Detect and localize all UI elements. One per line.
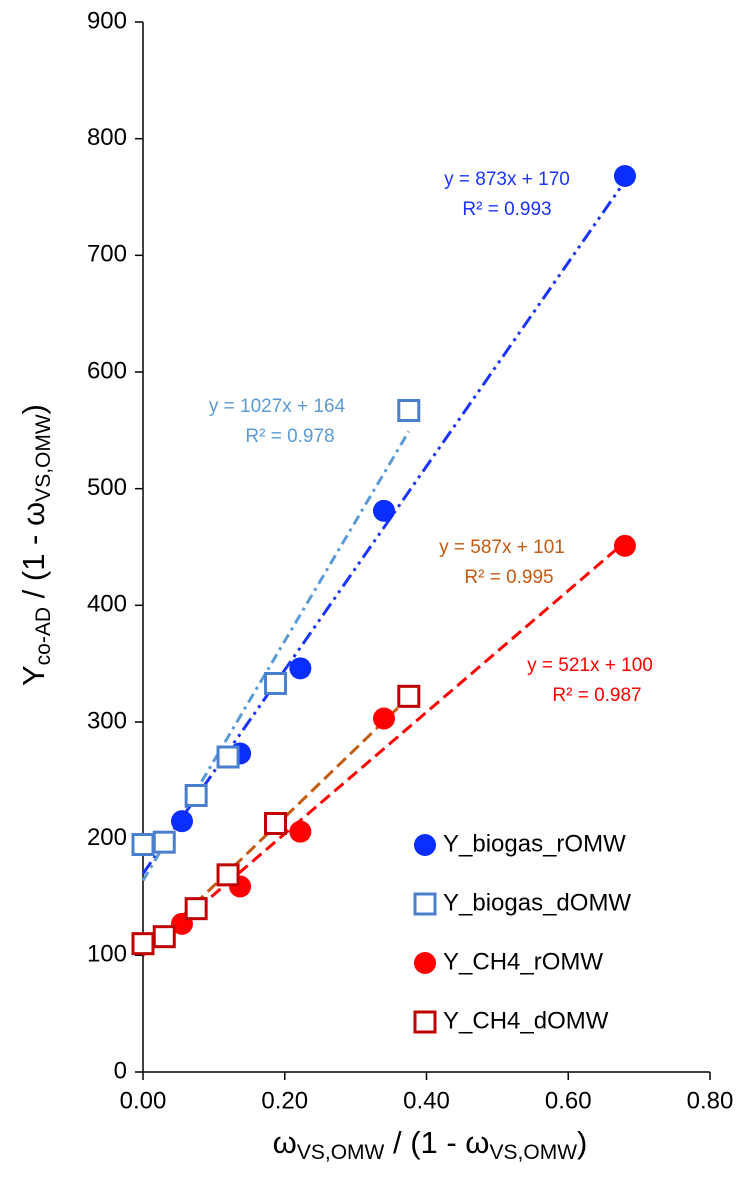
point — [184, 784, 208, 807]
point — [289, 820, 312, 843]
point — [372, 707, 395, 730]
trendline-equation: y = 521x + 100 — [527, 655, 653, 676]
point — [170, 810, 193, 833]
trendline-equation: y = 1027x + 164 — [209, 396, 346, 417]
x-tick-label: 0.20 — [261, 1087, 308, 1114]
x-label-sub: VS,OMW — [490, 1141, 578, 1164]
legend-label: Y_biogas_rOMW — [443, 830, 626, 857]
point — [264, 672, 288, 695]
point — [152, 830, 176, 854]
y-tick-label: 100 — [87, 941, 127, 968]
y-axis-label: Yco-AD / (1 - ωVS,OMW) — [16, 404, 54, 686]
point — [397, 399, 421, 422]
point — [264, 812, 288, 835]
point — [372, 499, 395, 522]
point — [184, 897, 208, 921]
trendline-equation: y = 587x + 101 — [439, 537, 565, 558]
y-tick-label: 800 — [87, 124, 127, 151]
trendline-r2: R² = 0.978 — [245, 426, 334, 447]
point — [397, 684, 421, 708]
x-tick-label: 0.00 — [120, 1087, 167, 1114]
point — [216, 745, 240, 769]
point — [131, 833, 155, 856]
point — [613, 534, 636, 557]
legend-marker — [413, 892, 437, 916]
y-tick-label: 500 — [87, 474, 127, 501]
y-tick-label: 400 — [87, 591, 127, 618]
y-tick-label: 300 — [87, 707, 127, 734]
legend-label: Y_CH4_dOMW — [443, 1007, 609, 1034]
trendline-r2: R² = 0.987 — [552, 685, 641, 706]
x-label-part: ) — [577, 1125, 587, 1160]
point — [613, 165, 636, 187]
x-label-sub: VS,OMW — [297, 1141, 385, 1164]
point — [289, 657, 312, 680]
x-tick-label: 0.80 — [687, 1087, 734, 1114]
x-axis-label: ωVS,OMW / (1 - ωVS,OMW) — [273, 1125, 588, 1163]
y-label-part: Y — [16, 665, 51, 686]
x-label-part: ω — [273, 1125, 297, 1160]
y-label-part: ) — [16, 404, 51, 414]
x-label-part: / (1 - ω — [384, 1125, 489, 1160]
trendline — [141, 180, 627, 875]
trendline-r2: R² = 0.993 — [462, 199, 551, 220]
legend-label: Y_CH4_rOMW — [443, 948, 603, 975]
point — [152, 925, 176, 949]
y-tick-label: 600 — [87, 357, 127, 384]
y-tick-label: 200 — [87, 824, 127, 851]
trendline-equation: y = 873x + 170 — [444, 169, 570, 190]
point — [216, 863, 240, 887]
legend-marker — [414, 834, 436, 856]
trendline-r2: R² = 0.995 — [464, 567, 553, 588]
legend-marker — [414, 952, 436, 974]
point — [131, 932, 155, 956]
y-tick-label: 0 — [114, 1057, 127, 1084]
legend-marker — [413, 1010, 437, 1034]
y-tick-label: 700 — [87, 241, 127, 268]
y-tick-label: 900 — [87, 7, 127, 34]
legend-label: Y_biogas_dOMW — [443, 889, 631, 916]
x-tick-label: 0.60 — [545, 1087, 592, 1114]
x-tick-label: 0.40 — [403, 1087, 450, 1114]
trendline — [141, 430, 411, 882]
y-label-sub: VS,OMW — [32, 414, 55, 502]
y-label-part: / (1 - ω — [16, 502, 51, 607]
y-label-sub: co-AD — [32, 607, 55, 665]
trendline — [142, 540, 626, 957]
